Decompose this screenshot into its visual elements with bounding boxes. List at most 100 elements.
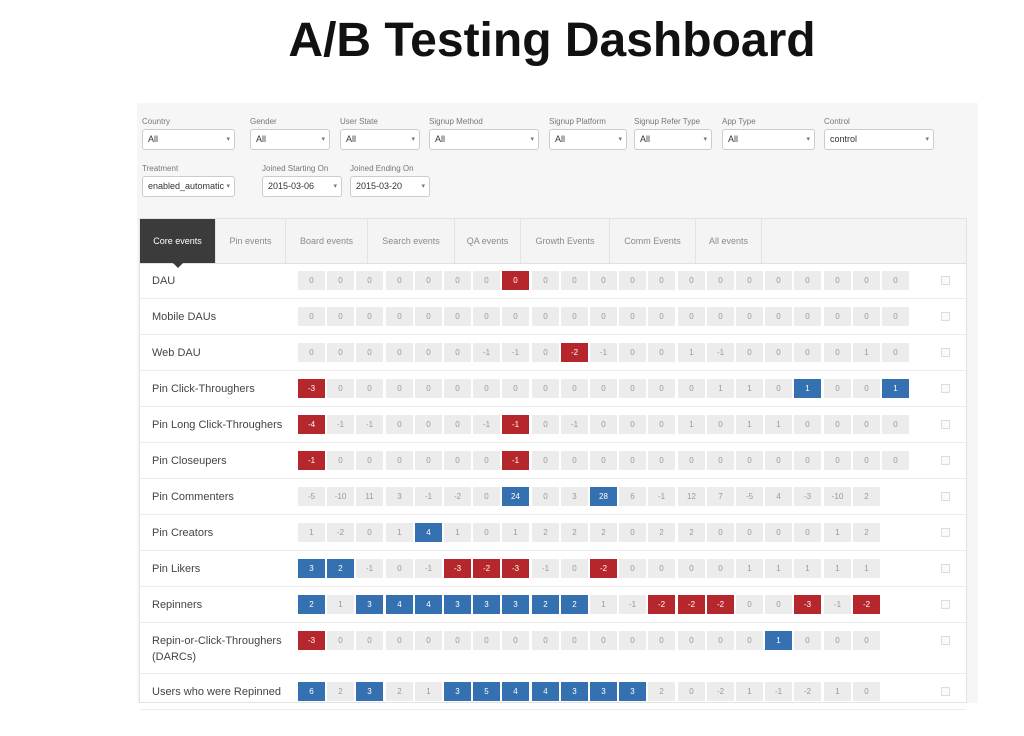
- cell-value: 0: [765, 379, 792, 398]
- row-chart-icon[interactable]: [941, 348, 950, 357]
- filter-select[interactable]: All ▾: [722, 129, 815, 150]
- metric-name: Pin Creators: [152, 527, 214, 539]
- filter-select[interactable]: enabled_automatic ▾: [142, 176, 235, 197]
- cell-value: 4: [765, 487, 792, 506]
- tab-core-events[interactable]: Core events: [140, 219, 216, 268]
- cell-value: 0: [648, 451, 675, 470]
- row-chart-icon[interactable]: [941, 312, 950, 321]
- filter-select[interactable]: 2015-03-06 ▾: [262, 176, 342, 197]
- row-chart-icon[interactable]: [941, 420, 950, 429]
- tab-growth-events[interactable]: Growth Events: [521, 219, 610, 263]
- cell-value: 0: [356, 271, 383, 290]
- table-row: Repinners 2 1 3 4 4 3 3 3 2 2 1 -1 -2 -2 -2 0 0 -3 -1 -2: [140, 587, 966, 623]
- cell-value: 0: [765, 451, 792, 470]
- cell-value: 0: [882, 451, 909, 470]
- cell-value: 0: [707, 631, 734, 650]
- filter-label: Treatment: [142, 164, 179, 173]
- cell-value: 1: [678, 415, 705, 434]
- cell-value: 0: [824, 415, 851, 434]
- cell-value: 0: [327, 451, 354, 470]
- metric-name: Pin Long Click-Throughers: [152, 419, 283, 431]
- row-chart-icon[interactable]: [941, 600, 950, 609]
- row-chart-icon[interactable]: [941, 492, 950, 501]
- row-chart-icon[interactable]: [941, 384, 950, 393]
- filter-label: Signup Platform: [549, 117, 606, 126]
- cell-value: 0: [532, 379, 559, 398]
- cell-value: 1: [590, 595, 617, 614]
- cell-value: 0: [356, 343, 383, 362]
- cell-value: 0: [327, 271, 354, 290]
- filter-select[interactable]: 2015-03-20 ▾: [350, 176, 430, 197]
- cell-significant-positive: 1: [794, 379, 821, 398]
- row-chart-icon[interactable]: [941, 564, 950, 573]
- tab-pin-events[interactable]: Pin events: [216, 219, 286, 263]
- cell-value: 0: [648, 631, 675, 650]
- cell-value: 0: [532, 415, 559, 434]
- cell-value: 0: [678, 271, 705, 290]
- cell-value: 0: [648, 415, 675, 434]
- cell-significant-negative: -4: [298, 415, 325, 434]
- chevron-down-icon: ▾: [321, 136, 325, 143]
- tab-qa-events[interactable]: QA events: [455, 219, 521, 263]
- cell-value: -1: [327, 415, 354, 434]
- row-chart-icon[interactable]: [941, 528, 950, 537]
- filter-value: All: [640, 134, 651, 144]
- filter-select[interactable]: All ▾: [429, 129, 539, 150]
- event-tabs: Core events Pin events Board events Search …: [140, 219, 966, 268]
- cell-value: 0: [327, 343, 354, 362]
- cell-value: 0: [386, 451, 413, 470]
- cell-value: 0: [882, 271, 909, 290]
- row-chart-icon[interactable]: [941, 687, 950, 696]
- cell-significant-negative: -2: [561, 343, 588, 362]
- cell-value: 0: [736, 271, 763, 290]
- cell-value: 0: [415, 343, 442, 362]
- cell-value: 0: [882, 415, 909, 434]
- cell-value: -2: [444, 487, 471, 506]
- cell-value: 0: [327, 307, 354, 326]
- cell-value: 0: [707, 415, 734, 434]
- row-chart-icon[interactable]: [941, 456, 950, 465]
- filter-gender: Gender All ▾: [250, 116, 330, 150]
- tab-comm-events[interactable]: Comm Events: [610, 219, 696, 263]
- cell-value: -1: [415, 559, 442, 578]
- cell-significant-positive: 5: [473, 682, 500, 701]
- metric-name: Pin Click-Throughers: [152, 383, 255, 395]
- cell-significant-positive: 24: [502, 487, 529, 506]
- chevron-down-icon: ▾: [226, 136, 230, 143]
- filter-select[interactable]: control ▾: [824, 129, 934, 150]
- table-row: Pin Long Click-Throughers -4 -1 -1 0 0 0 -1 -1 0-…: [140, 407, 966, 443]
- cell-value: 0: [619, 631, 646, 650]
- cell-value: 0: [619, 415, 646, 434]
- filter-select[interactable]: All ▾: [340, 129, 420, 150]
- cell-significant-positive: 4: [502, 682, 529, 701]
- cell-significant-negative: -3: [444, 559, 471, 578]
- cell-significant-negative: -2: [707, 595, 734, 614]
- cell-value: 1: [327, 595, 354, 614]
- cell-value: 0: [736, 631, 763, 650]
- tab-all-events[interactable]: All events: [696, 219, 762, 263]
- cell-value: 0: [678, 379, 705, 398]
- cell-value: 0: [444, 343, 471, 362]
- cell-value: 0: [736, 307, 763, 326]
- filter-select[interactable]: All ▾: [634, 129, 712, 150]
- filter-select[interactable]: All ▾: [142, 129, 235, 150]
- row-chart-icon[interactable]: [941, 636, 950, 645]
- cell-value: 0: [532, 631, 559, 650]
- cell-value: 1: [736, 379, 763, 398]
- cell-value: 0: [794, 451, 821, 470]
- cell-value: 0: [415, 451, 442, 470]
- tab-board-events[interactable]: Board events: [286, 219, 368, 263]
- filter-select[interactable]: All ▾: [549, 129, 627, 150]
- row-chart-icon[interactable]: [941, 276, 950, 285]
- filter-select[interactable]: All ▾: [250, 129, 330, 150]
- tab-search-events[interactable]: Search events: [368, 219, 455, 263]
- cell-value: 0: [794, 631, 821, 650]
- cell-value: 0: [356, 631, 383, 650]
- cell-value: 0: [590, 451, 617, 470]
- cell-significant-negative: -1: [502, 451, 529, 470]
- cell-value: 1: [444, 523, 471, 542]
- cell-value: 0: [794, 307, 821, 326]
- cell-value: 1: [386, 523, 413, 542]
- filter-label: Joined Ending On: [350, 164, 414, 173]
- cell-value: 0: [853, 271, 880, 290]
